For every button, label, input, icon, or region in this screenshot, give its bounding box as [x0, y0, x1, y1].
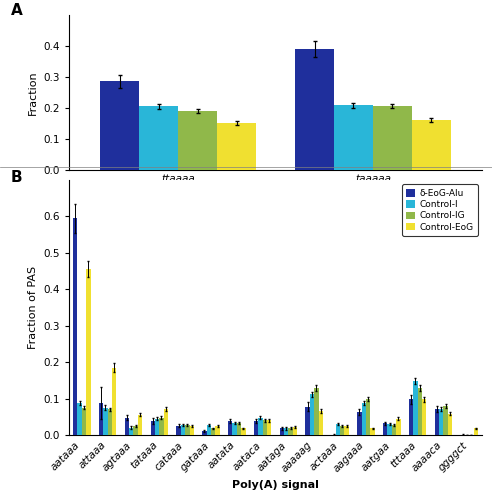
Bar: [82, 408, 86, 435]
Bar: [241, 428, 246, 435]
Bar: [181, 425, 185, 435]
Bar: [108, 410, 112, 435]
Bar: [77, 403, 82, 435]
Bar: [159, 418, 164, 435]
Bar: [373, 106, 412, 170]
Bar: [207, 425, 211, 435]
Bar: [310, 394, 314, 435]
X-axis label: Nicking signal: Nicking signal: [232, 190, 319, 200]
Bar: [434, 409, 439, 435]
Bar: [189, 426, 194, 435]
Bar: [258, 418, 263, 435]
Bar: [129, 428, 133, 435]
Bar: [178, 111, 217, 170]
Bar: [366, 400, 370, 435]
Bar: [439, 409, 443, 435]
Bar: [211, 428, 215, 435]
Bar: [263, 420, 267, 435]
Bar: [319, 412, 323, 435]
Bar: [413, 381, 418, 435]
Bar: [336, 424, 340, 435]
Bar: [237, 424, 241, 435]
Bar: [185, 425, 189, 435]
Bar: [176, 426, 181, 435]
Bar: [293, 427, 297, 435]
Bar: [448, 414, 452, 435]
Bar: [295, 49, 334, 170]
Legend: δ-EoG-Alu, Control-I, Control-IG, Control-EoG: δ-EoG-Alu, Control-I, Control-IG, Contro…: [402, 184, 478, 236]
Text: A: A: [11, 2, 23, 18]
Bar: [443, 406, 448, 435]
Bar: [383, 424, 387, 435]
Bar: [99, 403, 103, 435]
Bar: [100, 82, 139, 170]
Bar: [267, 420, 272, 435]
Bar: [284, 428, 288, 435]
Bar: [139, 106, 178, 170]
Bar: [288, 428, 293, 435]
Bar: [362, 403, 366, 435]
Bar: [133, 426, 138, 435]
Bar: [232, 424, 237, 435]
Bar: [124, 418, 129, 435]
Bar: [422, 400, 427, 435]
Bar: [73, 218, 77, 435]
Bar: [334, 106, 373, 170]
Bar: [474, 428, 478, 435]
Bar: [370, 428, 375, 435]
Y-axis label: Fraction: Fraction: [28, 70, 38, 114]
Bar: [254, 421, 258, 435]
Bar: [412, 120, 451, 170]
Bar: [86, 269, 91, 435]
Bar: [151, 421, 155, 435]
Bar: [215, 426, 220, 435]
Text: B: B: [11, 170, 23, 184]
Bar: [340, 426, 344, 435]
Bar: [418, 388, 422, 435]
Bar: [306, 406, 310, 435]
Bar: [357, 412, 362, 435]
Bar: [279, 428, 284, 435]
Bar: [392, 425, 396, 435]
Bar: [228, 421, 232, 435]
Bar: [396, 418, 400, 435]
Bar: [202, 430, 207, 435]
Bar: [112, 368, 117, 435]
Bar: [217, 123, 256, 170]
X-axis label: Poly(A) signal: Poly(A) signal: [232, 480, 319, 490]
Bar: [344, 426, 349, 435]
Bar: [409, 400, 413, 435]
Bar: [314, 388, 319, 435]
Bar: [155, 418, 159, 435]
Bar: [387, 424, 392, 435]
Bar: [138, 415, 142, 435]
Y-axis label: Fraction of PAS: Fraction of PAS: [28, 266, 38, 349]
Bar: [103, 408, 108, 435]
Bar: [164, 409, 168, 435]
